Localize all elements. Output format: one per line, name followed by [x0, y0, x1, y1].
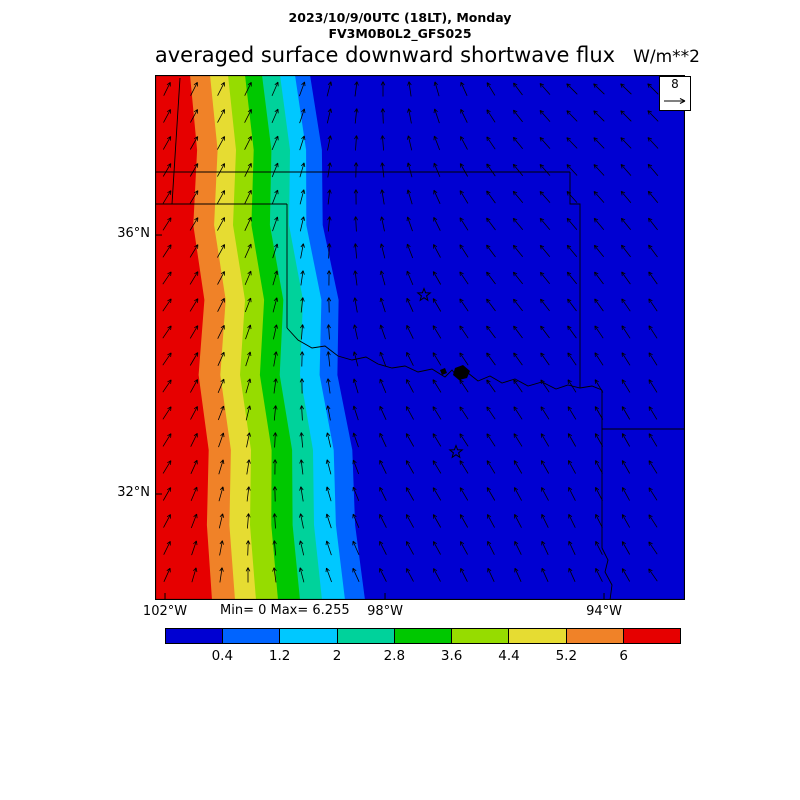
map-panel [154, 74, 686, 601]
colorbar [165, 628, 681, 644]
colorbar-cell [623, 629, 680, 643]
reference-vector-box: 8 [659, 76, 691, 111]
colorbar-cell [337, 629, 395, 643]
colorbar-tick-label: 2.8 [383, 648, 406, 664]
colorbar-tick-label: 4.4 [498, 648, 520, 664]
colorbar-cell [452, 629, 510, 643]
lon-tick-label: 94°W [586, 604, 622, 619]
colorbar-tick-label: 3.6 [440, 648, 463, 664]
colorbar-tick-label: 0.4 [211, 648, 234, 664]
wind-vectors-layer [162, 81, 659, 583]
plot-title: averaged surface downward shortwave flux [154, 43, 616, 67]
colorbar-cell [223, 629, 281, 643]
lat-tick-label: 32°N [117, 485, 150, 500]
colorbar-tick-label: 1.2 [268, 648, 291, 664]
lon-tick-label: 102°W [142, 604, 188, 619]
lon-tick-label: 98°W [367, 604, 403, 619]
colorbar-cell [394, 629, 453, 643]
valid-time-heading: 2023/10/9/0UTC (18LT), Monday [288, 10, 512, 25]
lat-tick-label: 36°N [117, 226, 150, 242]
reference-vector-value: 8 [671, 77, 679, 91]
map-canvas [154, 74, 686, 601]
colorbar-cell [566, 629, 624, 643]
colorbar-cell [166, 629, 224, 643]
flux-band [155, 75, 212, 600]
colorbar-cell [509, 629, 567, 643]
state-borders-layer [155, 77, 685, 601]
flux-bands-layer [155, 75, 365, 600]
city-star-marker [416, 287, 432, 302]
minmax-stats: Min= 0 Max= 6.255 [220, 603, 350, 618]
colorbar-tick-label: 6 [619, 648, 628, 664]
city-markers-layer [416, 287, 464, 459]
city-star-marker [448, 444, 464, 459]
map-frame [154, 74, 686, 601]
units-label: W/m**2 [633, 47, 700, 67]
reference-vector-arrow-icon [664, 98, 686, 104]
colorbar-tick-label: 2 [332, 648, 342, 664]
lakes-layer [440, 365, 470, 380]
model-name-heading: FV3M0B0L2_GFS025 [328, 26, 472, 41]
colorbar-cell [280, 629, 338, 643]
axis-ticks-layer [155, 234, 605, 600]
colorbar-tick-label: 5.2 [555, 648, 578, 664]
